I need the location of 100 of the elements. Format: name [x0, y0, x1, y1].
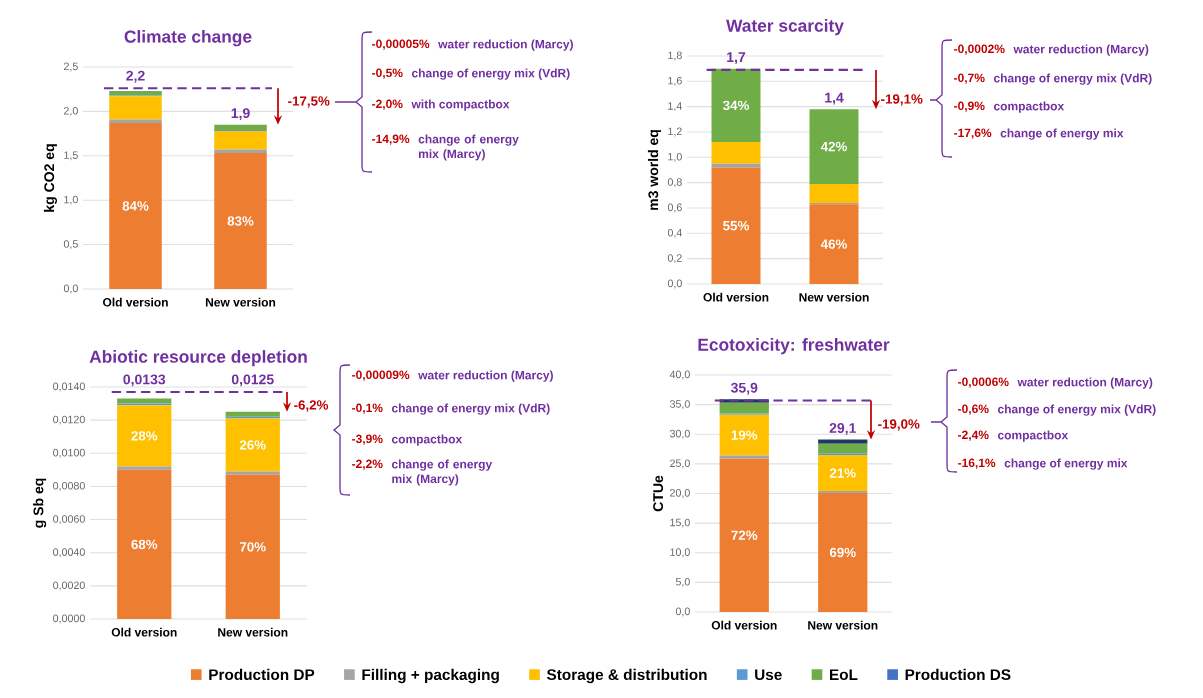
text: change of energy mix — [1004, 458, 1128, 470]
chart-title: Climate change — [124, 30, 252, 47]
legend-label: EoL — [830, 669, 858, 681]
text: -17,6% — [954, 128, 992, 139]
total-label: 35,9 — [730, 382, 758, 395]
text: change of energy mix (VdR) — [993, 73, 1152, 85]
text: -0,7% — [954, 73, 985, 84]
text: -2,2% — [352, 459, 383, 470]
annotation: 70% — [239, 542, 266, 552]
annotation: 21% — [829, 468, 856, 478]
text: water reduction (Marcy) — [418, 370, 553, 382]
y-tick-label: 0,2 — [667, 254, 682, 264]
annotation: -6,2% — [294, 400, 329, 412]
annotation: -19,0% — [878, 419, 920, 431]
y-axis-title: CTUe — [653, 475, 664, 512]
legend-label: Production DS — [905, 668, 1011, 681]
text: -0,00009% — [352, 370, 410, 381]
y-tick-label: 0,8 — [667, 178, 682, 188]
text: -0,6% — [958, 404, 989, 415]
legend-label: Use — [755, 669, 782, 681]
text: with compactbox — [411, 99, 510, 111]
total-label: 2,2 — [126, 70, 145, 83]
annotation: 69% — [829, 547, 856, 558]
y-tick-label: 0,0020 — [53, 581, 85, 591]
x-tick-label: Old version — [703, 292, 769, 302]
text: change of energy mix (VdR) — [391, 403, 550, 415]
y-tick-label: 20,0 — [670, 489, 690, 498]
text: compactbox — [997, 430, 1069, 442]
text: change of energy mix (Marcy) — [418, 134, 519, 161]
y-tick-label: 0,0100 — [53, 448, 85, 458]
y-tick-label: 1,5 — [64, 151, 78, 161]
annotation: 42% — [820, 141, 847, 152]
chart-title: Water scarcity — [726, 19, 844, 36]
annotation: 26% — [239, 440, 266, 450]
y-tick-label: 1,0 — [64, 195, 78, 205]
text: change of energy mix (Marcy) — [391, 459, 493, 486]
y-tick-label: 10,0 — [670, 548, 690, 558]
text: -3,9% — [352, 434, 383, 445]
y-axis-title: kg CO2 eq — [43, 144, 57, 212]
x-tick-label: New version — [808, 620, 878, 630]
total-label: 1,7 — [727, 52, 746, 65]
text: -16,1% — [958, 458, 996, 469]
x-tick-label: Old version — [103, 297, 168, 307]
x-tick-label: New version — [799, 292, 869, 302]
y-tick-label: 2,5 — [64, 62, 78, 72]
text: -0,00005% — [372, 39, 430, 50]
annotation: -17,5% — [288, 96, 330, 108]
y-tick-label: 0,0120 — [53, 415, 85, 425]
text: -0,5% — [372, 68, 403, 79]
y-tick-label: 0,0060 — [53, 515, 85, 524]
annotation: 55% — [723, 221, 749, 231]
text: -2,0% — [372, 99, 403, 110]
total-label: 29,1 — [829, 423, 856, 435]
text: water reduction (Marcy) — [1017, 377, 1153, 389]
y-tick-label: 0,0 — [667, 279, 682, 289]
y-axis-title: m3 world eq — [647, 130, 661, 210]
y-tick-label: 0,4 — [667, 228, 682, 238]
text: compactbox — [993, 101, 1065, 113]
y-tick-label: 0,0040 — [53, 548, 85, 558]
x-tick-label: New version — [205, 297, 276, 307]
annotation: 72% — [731, 530, 758, 540]
y-tick-label: 2,0 — [64, 106, 78, 116]
annotation: -19,1% — [881, 94, 923, 106]
text: -0,0006% — [958, 377, 1009, 388]
chart-title: Abiotic resource depletion — [89, 350, 307, 367]
x-tick-label: New version — [218, 627, 288, 637]
x-tick-label: Old version — [111, 627, 177, 637]
y-tick-label: 0,0140 — [53, 382, 85, 392]
y-tick-label: 0,0 — [63, 284, 78, 294]
annotation: 19% — [731, 430, 758, 440]
x-tick-label: Old version — [711, 620, 777, 630]
y-tick-label: 0,6 — [667, 203, 682, 213]
text: -0,0002% — [954, 44, 1005, 55]
annotation: 68% — [131, 539, 158, 550]
y-tick-label: 1,4 — [668, 102, 682, 111]
text: -2,4% — [958, 430, 989, 441]
y-tick-label: 40,0 — [669, 370, 690, 380]
y-tick-label: 25,0 — [670, 459, 690, 469]
y-tick-label: 1,0 — [668, 152, 682, 162]
total-label: 1,4 — [825, 92, 844, 105]
text: -0,9% — [954, 101, 985, 112]
y-axis-title: g Sb eq — [33, 478, 47, 528]
text: change of energy mix (VdR) — [997, 404, 1156, 416]
y-tick-label: 30,0 — [669, 429, 690, 439]
annotation: 28% — [131, 431, 158, 441]
y-tick-label: 5,0 — [675, 577, 690, 587]
y-tick-label: 0,0000 — [53, 614, 85, 624]
total-label: 0,0133 — [123, 374, 166, 387]
y-tick-label: 35,0 — [669, 400, 690, 410]
text: water reduction (Marcy) — [1013, 44, 1149, 56]
y-tick-label: 0,5 — [63, 240, 78, 249]
y-tick-label: 1,8 — [668, 51, 682, 61]
text: change of energy mix — [1000, 128, 1124, 140]
text: change of energy mix (VdR) — [411, 68, 570, 80]
y-tick-label: 1,2 — [668, 127, 682, 137]
y-tick-label: 1,6 — [668, 76, 682, 86]
text: water reduction (Marcy) — [438, 39, 573, 51]
y-tick-label: 15,0 — [670, 518, 690, 528]
annotation: 46% — [820, 239, 847, 249]
total-label: 0,0125 — [231, 374, 274, 387]
